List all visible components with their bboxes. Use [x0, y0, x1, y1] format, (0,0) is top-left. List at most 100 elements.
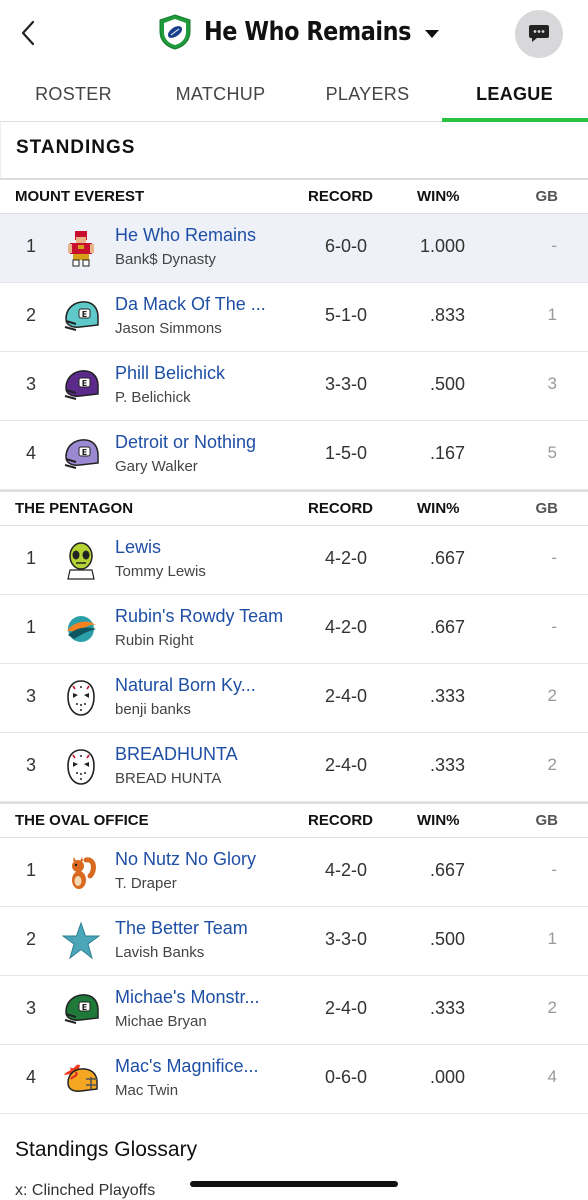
- team-games-behind: -: [551, 860, 557, 879]
- team-games-behind: 2: [547, 755, 557, 774]
- standings-row[interactable]: 4 Mac's Magnifice... Mac Twin 0-6-0 .000 4: [0, 1045, 588, 1114]
- column-header-record[interactable]: RECORD: [308, 812, 374, 829]
- team-win-pct: .333: [429, 755, 465, 775]
- division-name: THE OVAL OFFICE: [15, 812, 149, 829]
- pixel-player-icon: [62, 228, 100, 268]
- flaming-helmet-icon: [62, 1059, 100, 1099]
- owner-name: Mac Twin: [115, 1082, 179, 1099]
- standings-row[interactable]: 4 E Detroit or Nothing Gary Walker 1-5-0 .167…: [0, 421, 588, 490]
- star-icon: [61, 921, 101, 961]
- team-name-link[interactable]: Detroit or Nothing: [115, 432, 257, 452]
- team-win-pct: .667: [429, 548, 465, 568]
- team-name-link[interactable]: Rubin's Rowdy Team: [115, 606, 284, 626]
- standings-row[interactable]: 2 The Better Team Lavish Banks 3-3-0 .500 1: [0, 907, 588, 976]
- team-name-link[interactable]: Michae's Monstr...: [115, 987, 260, 1007]
- owner-name: Tommy Lewis: [115, 563, 206, 580]
- column-header-games-behind[interactable]: GB: [535, 500, 559, 517]
- chevron-down-icon: [424, 30, 439, 38]
- team-rank: 3: [26, 755, 37, 775]
- owner-name: BREAD HUNTA: [115, 770, 222, 787]
- chat-button[interactable]: [515, 10, 563, 58]
- team-rank: 3: [26, 374, 37, 394]
- team-rank: 3: [26, 686, 37, 706]
- team-games-behind: -: [551, 617, 557, 636]
- standings-row[interactable]: 3 Natural Born Ky... benji banks 2-4-0 .333 2: [0, 664, 588, 733]
- team-name-link[interactable]: Phill Belichick: [115, 363, 226, 383]
- team-rank: 2: [26, 305, 37, 325]
- column-header-win-pct[interactable]: WIN%: [417, 188, 460, 205]
- standings-row[interactable]: 1 Rubin's Rowdy Team Rubin Right 4-2-0 .667 -: [0, 595, 588, 664]
- tab-roster[interactable]: ROSTER: [35, 84, 112, 104]
- team-record: 3-3-0: [325, 929, 368, 949]
- team-win-pct: 1.000: [419, 236, 465, 256]
- team-record: 0-6-0: [325, 1067, 368, 1087]
- team-name-link[interactable]: Da Mack Of The ...: [115, 294, 266, 314]
- team-record: 4-2-0: [325, 617, 368, 637]
- standings-row[interactable]: 1 No Nutz No Glory T. Draper 4-2-0 .667 -: [0, 838, 588, 907]
- column-header-games-behind[interactable]: GB: [535, 188, 559, 205]
- hockey-mask-icon: [62, 747, 100, 787]
- squirrel-icon: [62, 852, 100, 892]
- tab-league[interactable]: LEAGUE: [476, 84, 553, 104]
- tab-players[interactable]: PLAYERS: [325, 84, 410, 104]
- team-record: 2-4-0: [325, 686, 368, 706]
- svg-text:E: E: [82, 310, 87, 319]
- team-rank: 1: [26, 548, 37, 568]
- back-button[interactable]: [14, 18, 42, 48]
- column-header-record[interactable]: RECORD: [308, 500, 374, 517]
- owner-name: P. Belichick: [115, 389, 191, 406]
- column-header-games-behind[interactable]: GB: [535, 812, 559, 829]
- standings-table: MOUNT EVEREST RECORD WIN% GB 1 He Who Remains…: [0, 178, 588, 1114]
- standings-row[interactable]: 3 BREADHUNTA BREAD HUNTA 2-4-0 .333 2: [0, 733, 588, 802]
- division-header: MOUNT EVEREST RECORD WIN% GB: [0, 178, 588, 214]
- team-name-link[interactable]: The Better Team: [115, 918, 248, 938]
- team-name-link[interactable]: He Who Remains: [115, 225, 257, 245]
- standings-row[interactable]: 3 E Phill Belichick P. Belichick 3-3-0 .500 3: [0, 352, 588, 421]
- standings-row[interactable]: 3 E Michae's Monstr... Michae Bryan 2-4-0 .33…: [0, 976, 588, 1045]
- team-switcher[interactable]: He Who Remains: [158, 14, 439, 50]
- team-record: 1-5-0: [325, 443, 368, 463]
- standings-row[interactable]: 2 E Da Mack Of The ... Jason Simmons 5-1-0 .8…: [0, 283, 588, 352]
- team-games-behind: 5: [547, 443, 557, 462]
- team-name-link[interactable]: Lewis: [115, 537, 162, 557]
- column-header-win-pct[interactable]: WIN%: [417, 812, 460, 829]
- team-win-pct: .167: [429, 443, 465, 463]
- glossary-title: Standings Glossary: [15, 1138, 198, 1161]
- column-header-win-pct[interactable]: WIN%: [417, 500, 460, 517]
- team-win-pct: .667: [429, 617, 465, 637]
- tab-bar: ROSTER MATCHUP PLAYERS LEAGUE: [0, 64, 588, 122]
- standings-row[interactable]: 1 Lewis Tommy Lewis 4-2-0 .667 -: [0, 526, 588, 595]
- dolphin-logo-icon: [62, 609, 100, 649]
- team-name-link[interactable]: Mac's Magnifice...: [115, 1056, 259, 1076]
- lavender-helmet-icon: E: [62, 435, 100, 475]
- svg-text:E: E: [82, 379, 87, 388]
- column-header-record[interactable]: RECORD: [308, 188, 374, 205]
- team-rank: 3: [26, 998, 37, 1018]
- team-rank: 2: [26, 929, 37, 949]
- teal-helmet-icon: E: [62, 297, 100, 337]
- team-games-behind: 4: [547, 1067, 557, 1086]
- team-rank: 1: [26, 236, 37, 256]
- home-indicator: [190, 1181, 398, 1187]
- owner-name: Lavish Banks: [115, 944, 205, 961]
- team-games-behind: 3: [547, 374, 557, 393]
- team-win-pct: .000: [429, 1067, 465, 1087]
- svg-text:E: E: [82, 448, 87, 457]
- alien-icon: [62, 540, 100, 580]
- team-rank: 1: [26, 860, 37, 880]
- team-name-link[interactable]: Natural Born Ky...: [115, 675, 256, 695]
- team-games-behind: 2: [547, 686, 557, 705]
- team-name-link[interactable]: BREADHUNTA: [115, 744, 238, 764]
- team-name-link[interactable]: No Nutz No Glory: [115, 849, 257, 869]
- page-title: He Who Remains: [204, 17, 412, 47]
- tab-matchup[interactable]: MATCHUP: [175, 84, 266, 104]
- standings-heading: STANDINGS: [0, 122, 588, 178]
- team-rank: 4: [26, 443, 37, 463]
- svg-text:E: E: [82, 1003, 87, 1012]
- team-games-behind: 1: [547, 929, 557, 948]
- team-shield-logo-icon: [159, 14, 191, 50]
- team-record: 6-0-0: [325, 236, 368, 256]
- team-record: 4-2-0: [325, 548, 368, 568]
- standings-row[interactable]: 1 He Who Remains Bank$ Dynasty 6-0-0 1.000 -: [0, 214, 588, 283]
- chat-bubble-icon: [529, 25, 549, 42]
